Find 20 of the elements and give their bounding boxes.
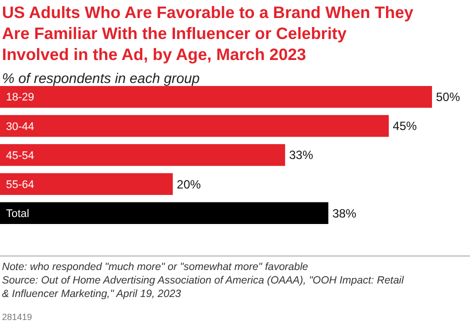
data-label: 50% — [436, 90, 460, 104]
chart-subtitle: % of respondents in each group — [2, 70, 200, 86]
y-tick-label: 18-29 — [6, 92, 34, 104]
bar — [0, 173, 173, 195]
data-label: 20% — [176, 177, 202, 192]
data-label: 38% — [332, 206, 357, 220]
text: 281419 — [2, 312, 32, 322]
bar — [0, 115, 389, 137]
y-tick-label: Total — [6, 208, 30, 220]
y-tick-label: 30-44 — [6, 120, 34, 133]
source-note: Source: Out of Home Advertising Association of America (OAAA), "OOH Impact: Retail & Influencer Marketing," April 19, 2023 — [2, 274, 404, 300]
chart-title: US Adults Who Are Favorable to a Brand When They Are Familiar With the Influencer or Celebrity Involved in the Ad, by Age, March 2023 — [2, 4, 414, 64]
bar — [0, 86, 432, 108]
text: Note: who responded "much more" or "somewhat more" favorable — [2, 261, 308, 273]
data-label: 45% — [392, 119, 418, 134]
bar — [0, 202, 328, 224]
data-label: 33% — [289, 148, 314, 162]
y-tick-label: 45-54 — [6, 150, 34, 162]
y-tick-label: 55-64 — [6, 178, 34, 191]
bar — [0, 144, 286, 166]
